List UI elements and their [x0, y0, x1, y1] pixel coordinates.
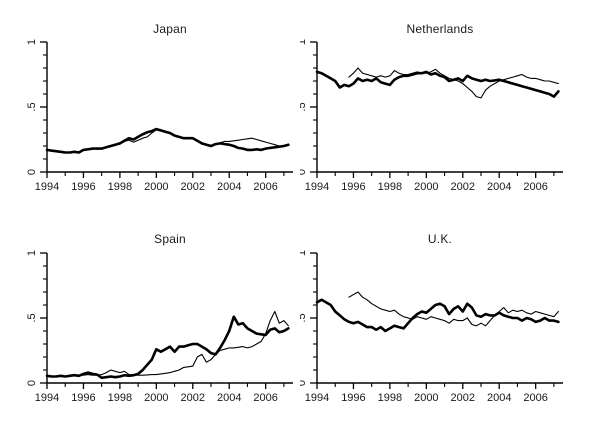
series-line-thick: [315, 298, 560, 333]
series-line-thin: [46, 129, 289, 154]
x-tick-label: 2006: [523, 181, 547, 193]
y-tick-label: 0: [300, 169, 308, 175]
x-tick-label: 2000: [144, 181, 168, 193]
x-tick-label: 2004: [487, 181, 511, 193]
x-tick-label: 2000: [414, 181, 438, 193]
y-tick-label: .5: [26, 313, 38, 322]
x-tick-label: 1996: [341, 181, 365, 193]
y-tick-label: 1: [300, 250, 308, 256]
x-tick-label: 2006: [253, 392, 277, 404]
x-tick-label: 1998: [108, 392, 132, 404]
x-tick-label: 1994: [35, 392, 59, 404]
x-tick-label: 2004: [487, 392, 511, 404]
chart-uk: 0 .5 1 1994 1996 1998 2000 2002 2004 2006: [300, 250, 563, 404]
series-line-thin: [348, 67, 559, 99]
chart-title-japan: Japan: [153, 22, 187, 36]
chart-title-uk: U.K.: [427, 232, 453, 246]
y-tick-label: 1: [26, 250, 38, 256]
x-tick-label: 1996: [341, 392, 365, 404]
y-tick-label: .5: [26, 102, 38, 111]
x-tick-label: 2002: [451, 392, 475, 404]
x-tick-label: 1998: [108, 181, 132, 193]
x-tick-label: 2004: [217, 181, 241, 193]
x-tick-label: 2002: [181, 392, 205, 404]
x-tick-label: 2006: [523, 392, 547, 404]
y-tick-label: .5: [300, 102, 308, 111]
x-tick-label: 1998: [378, 181, 402, 193]
chart-netherlands: 0 .5 1 1994 1996 1998 2000 2002 2004 2006: [300, 39, 563, 193]
y-tick-label: 0: [26, 169, 38, 175]
chart-spain: 0 .5 1 1994 1996 1998 2000 2002 2004 2006: [26, 250, 293, 404]
y-tick-label: 1: [300, 39, 308, 45]
x-tick-label: 1998: [378, 392, 402, 404]
chart-title-spain: Spain: [154, 232, 186, 246]
x-tick-label: 1994: [305, 392, 329, 404]
series-line-thin: [46, 310, 289, 378]
y-tick-label: 0: [26, 380, 38, 386]
x-tick-label: 2000: [414, 392, 438, 404]
y-tick-label: 1: [26, 39, 38, 45]
chart-japan: 0 .5 1 1994 1996 1998 2000 2002 2004 2006: [26, 39, 293, 193]
x-tick-label: 1994: [35, 181, 59, 193]
series-line-thin: [348, 291, 559, 327]
y-tick-label: .5: [300, 313, 308, 322]
x-tick-label: 2004: [217, 392, 241, 404]
x-tick-label: 2000: [144, 392, 168, 404]
chart-title-netherlands: Netherlands: [406, 22, 474, 36]
x-tick-label: 1996: [71, 181, 95, 193]
x-tick-label: 2002: [181, 181, 205, 193]
x-tick-label: 1996: [71, 392, 95, 404]
x-tick-label: 2006: [253, 181, 277, 193]
x-tick-label: 2002: [451, 181, 475, 193]
x-tick-label: 1994: [305, 181, 329, 193]
y-tick-label: 0: [300, 380, 308, 386]
series-line-thick: [315, 70, 560, 98]
series-line-thick: [45, 315, 290, 380]
